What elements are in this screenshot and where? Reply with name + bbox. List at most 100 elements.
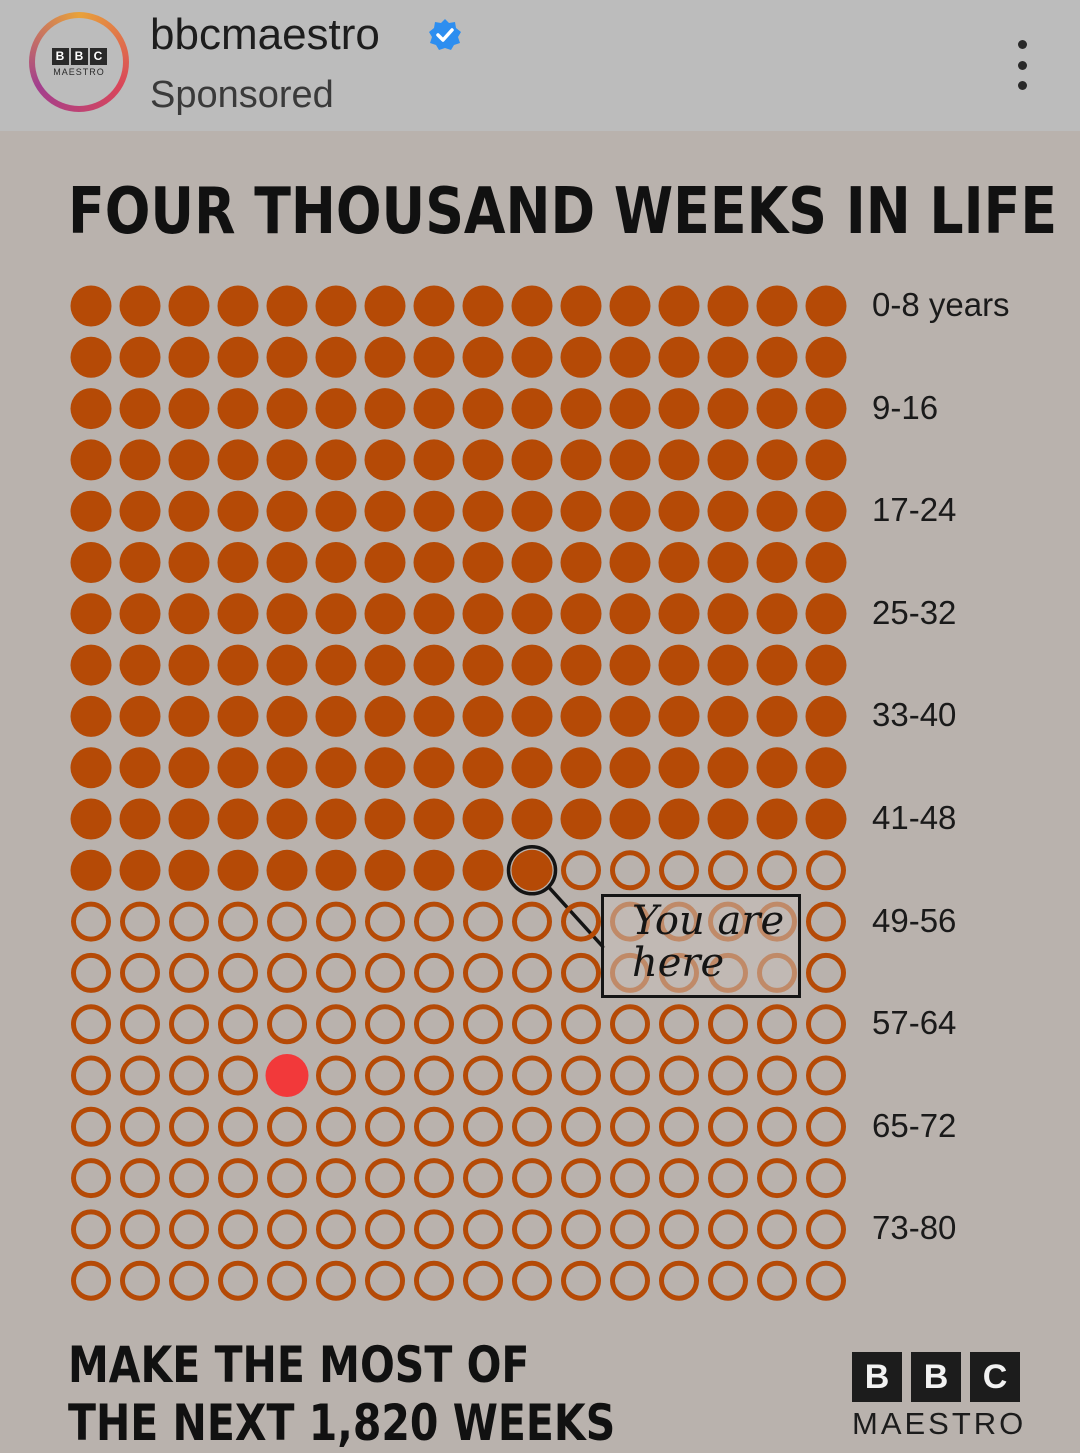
lived-week-dot	[462, 644, 504, 686]
future-week-dot	[169, 1158, 209, 1199]
lived-week-dot	[462, 695, 504, 737]
lived-week-dot	[707, 798, 749, 840]
lived-week-dot	[560, 542, 602, 583]
lived-week-dot	[364, 798, 406, 840]
lived-week-dot	[70, 388, 112, 430]
future-week-dot	[71, 1055, 111, 1096]
lived-week-dot	[119, 593, 161, 635]
lived-week-dot	[511, 798, 553, 840]
future-week-dot	[218, 1158, 258, 1199]
lived-week-dot	[560, 747, 602, 789]
future-week-dot	[365, 1260, 405, 1301]
future-week-dot	[659, 1209, 699, 1250]
lived-week-dot	[560, 593, 602, 635]
future-week-dot	[169, 901, 209, 942]
lived-week-dot	[609, 439, 651, 481]
callout-line-1: You are	[632, 898, 785, 944]
lived-week-dot	[560, 798, 602, 840]
future-week-dot	[267, 1004, 307, 1045]
lived-week-dot	[658, 490, 700, 532]
lived-week-dot	[805, 490, 847, 532]
future-week-dot	[267, 1209, 307, 1250]
future-week-dot	[806, 850, 846, 891]
lived-week-dot	[511, 849, 553, 891]
lived-week-dot	[609, 285, 651, 327]
lived-week-dot	[315, 849, 357, 891]
lived-week-dot	[168, 285, 210, 327]
call-to-action: MAKE THE MOST OF THE NEXT 1,820 WEEKS	[68, 1336, 615, 1452]
future-week-dot	[365, 1106, 405, 1147]
future-week-dot	[414, 901, 454, 942]
lived-week-dot	[658, 644, 700, 686]
lived-week-dot	[756, 490, 798, 532]
lived-week-dot	[364, 285, 406, 327]
cta-line-2: THE NEXT 1,820 WEEKS	[68, 1394, 616, 1452]
lived-week-dot	[70, 849, 112, 891]
future-week-dot	[71, 952, 111, 993]
lived-week-dot	[168, 439, 210, 481]
lived-week-dot	[70, 542, 112, 583]
lived-week-dot	[119, 644, 161, 686]
lived-week-dot	[462, 593, 504, 635]
future-week-dot	[316, 1158, 356, 1199]
lived-week-dot	[560, 644, 602, 686]
lived-week-dot	[511, 439, 553, 481]
future-week-dot	[120, 901, 160, 942]
more-vertical-icon[interactable]	[1004, 40, 1040, 90]
avatar[interactable]: B B C MAESTRO	[29, 12, 129, 112]
lived-week-dot	[70, 336, 112, 378]
lived-week-dot	[756, 644, 798, 686]
lived-week-dot	[119, 336, 161, 378]
future-week-dot	[316, 1260, 356, 1301]
logo-sub: MAESTRO	[852, 1406, 1027, 1441]
age-range-label: 65-72	[872, 1106, 957, 1144]
sponsored-label: Sponsored	[150, 74, 334, 116]
future-week-dot	[757, 1106, 797, 1147]
future-week-dot	[71, 1260, 111, 1301]
future-week-dot	[267, 1260, 307, 1301]
lived-week-dot	[119, 285, 161, 327]
future-week-dot	[316, 1055, 356, 1096]
lived-week-dot	[119, 439, 161, 481]
future-week-dot	[120, 1209, 160, 1250]
lived-week-dot	[217, 439, 259, 481]
lived-week-dot	[364, 439, 406, 481]
future-week-dot	[463, 1055, 503, 1096]
lived-week-dot	[413, 336, 455, 378]
lived-week-dot	[707, 747, 749, 789]
lived-week-dot	[560, 285, 602, 327]
lived-week-dot	[413, 644, 455, 686]
future-week-dot	[218, 1055, 258, 1096]
lived-week-dot	[70, 798, 112, 840]
future-week-dot	[267, 901, 307, 942]
lived-week-dot	[168, 849, 210, 891]
future-week-dot	[659, 1260, 699, 1301]
lived-week-dot	[364, 695, 406, 737]
future-week-dot	[757, 1260, 797, 1301]
future-week-dot	[806, 1158, 846, 1199]
avatar-logo: B B C MAESTRO	[35, 18, 123, 106]
lived-week-dot	[70, 439, 112, 481]
lived-week-dot	[217, 285, 259, 327]
lived-week-dot	[119, 747, 161, 789]
lived-week-dot	[70, 695, 112, 737]
lived-week-dot	[707, 593, 749, 635]
future-week-dot	[561, 850, 601, 891]
lived-week-dot	[217, 490, 259, 532]
username-link[interactable]: bbcmaestro	[150, 10, 380, 59]
future-week-dot	[463, 1209, 503, 1250]
lived-week-dot	[364, 542, 406, 583]
lived-week-dot	[805, 388, 847, 430]
future-week-dot	[757, 1209, 797, 1250]
avatar-block: B	[70, 47, 88, 65]
lived-week-dot	[217, 542, 259, 583]
future-week-dot	[267, 1106, 307, 1147]
age-range-label: 49-56	[872, 901, 957, 939]
lived-week-dot	[266, 388, 308, 430]
future-week-dot	[218, 1004, 258, 1045]
lived-week-dot	[413, 747, 455, 789]
future-week-dot	[561, 1004, 601, 1045]
lived-week-dot	[609, 336, 651, 378]
lived-week-dot	[266, 490, 308, 532]
lived-week-dot	[413, 542, 455, 583]
